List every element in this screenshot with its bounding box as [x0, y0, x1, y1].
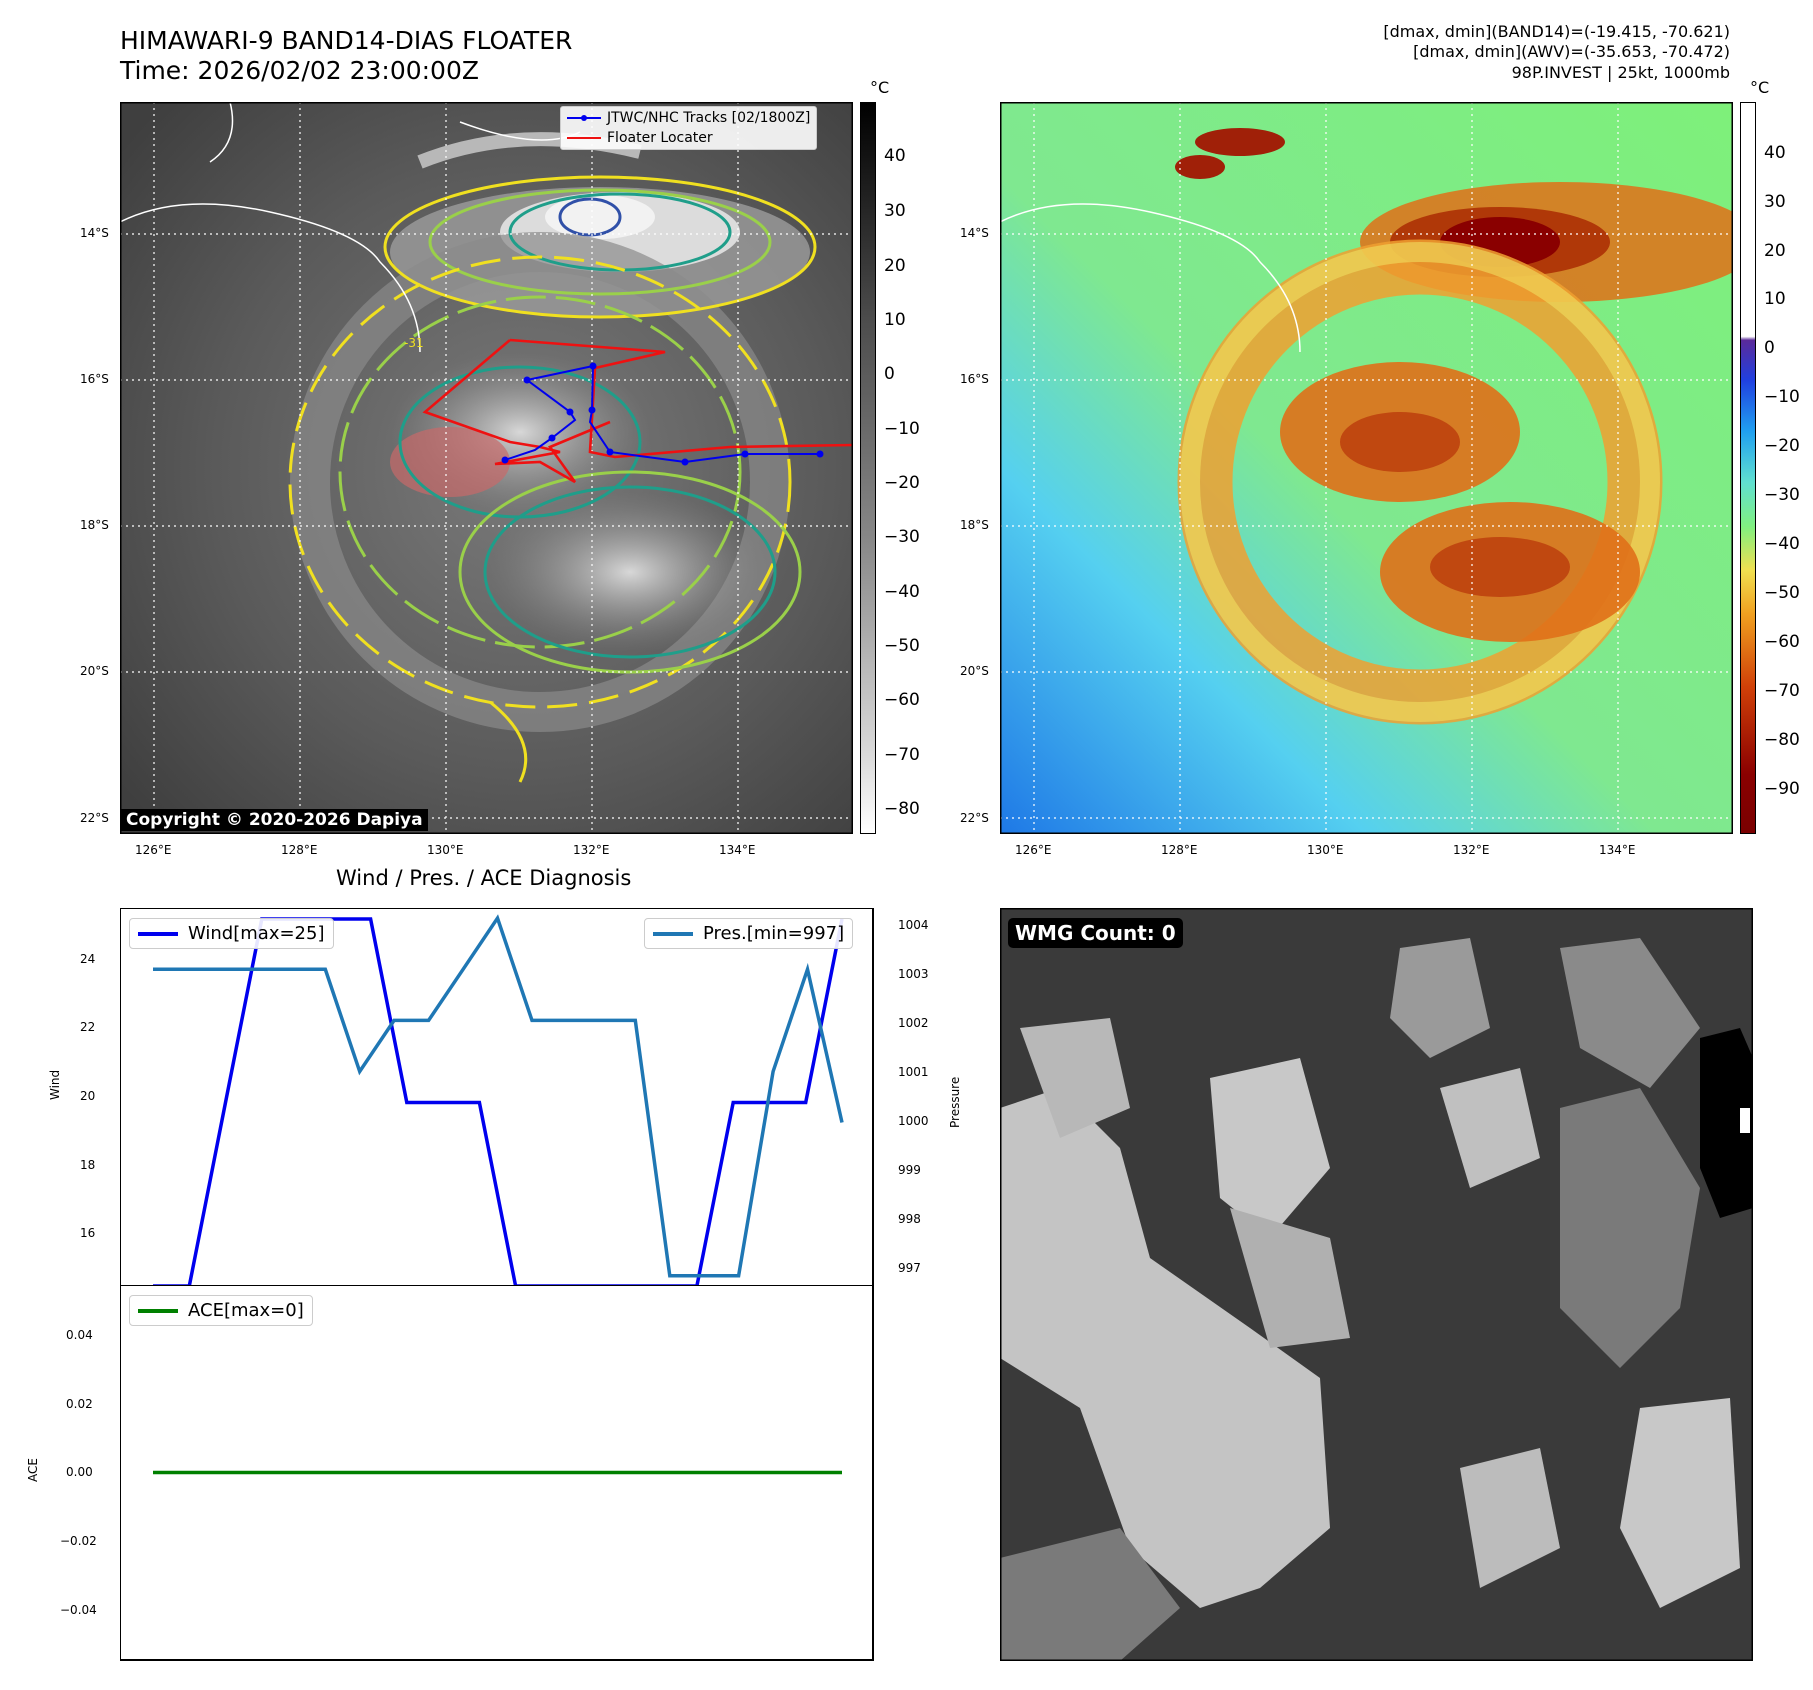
ir-colorbar-ticks: 40 30 20 10 0 −10 −20 −30 −40 −50 −60 −7…	[884, 146, 920, 819]
legend-entry-floater: Floater Locater	[567, 130, 713, 146]
ace-axis-label: ACE	[26, 1458, 40, 1482]
awv-lat-16s: 16°S	[960, 372, 989, 386]
awv-lon-134e: 134°E	[1599, 843, 1636, 857]
wind-pressure-chart	[120, 908, 874, 1286]
ir-lat-18s: 18°S	[80, 518, 109, 532]
wind-tick-24: 24	[80, 952, 96, 966]
ir-lon-126e: 126°E	[135, 843, 172, 857]
wind-axis-label: Wind	[48, 1069, 62, 1100]
pres-tick-997: 997	[898, 1261, 921, 1275]
ace-chart-frame	[120, 1285, 874, 1661]
figure-title: HIMAWARI-9 BAND14-DIAS FLOATER	[120, 26, 573, 55]
ir-lat-14s: 14°S	[80, 226, 109, 240]
awv-colorbar	[1740, 102, 1756, 834]
wmg-count-label: WMG Count: 0	[1008, 918, 1183, 948]
ir-lon-132e: 132°E	[573, 843, 610, 857]
awv-colorbar-unit: °C	[1750, 78, 1770, 97]
info-storm: 98P.INVEST | 25kt, 1000mb	[1511, 63, 1730, 82]
pres-tick-998: 998	[898, 1212, 921, 1226]
ir-lat-16s: 16°S	[80, 372, 109, 386]
awv-colorbar-ticks: 40 30 20 10 0 −10 −20 −30 −40 −50 −60 −7…	[1764, 143, 1800, 799]
wind-tick-16: 16	[80, 1226, 96, 1240]
ace-legend-swatch	[138, 1308, 178, 1313]
ir-satellite-image	[120, 102, 853, 834]
contour-label: -31	[404, 336, 424, 350]
legend-entry-tracks: JTWC/NHC Tracks [02/1800Z]	[567, 110, 810, 126]
ir-lat-20s: 20°S	[80, 664, 109, 678]
figure-time: Time: 2026/02/02 23:00:00Z	[120, 56, 479, 85]
pres-axis-label: Pressure	[948, 1076, 962, 1128]
wind-tick-22: 22	[80, 1020, 96, 1034]
wind-legend: Wind[max=25]	[129, 918, 334, 949]
ace-tick-000: 0.00	[66, 1465, 93, 1479]
pres-tick-999: 999	[898, 1163, 921, 1177]
ace-legend: ACE[max=0]	[129, 1295, 313, 1326]
pres-tick-1003: 1003	[898, 967, 929, 981]
awv-lat-22s: 22°S	[960, 811, 989, 825]
awv-lon-128e: 128°E	[1161, 843, 1198, 857]
ir-lon-128e: 128°E	[281, 843, 318, 857]
pres-tick-1002: 1002	[898, 1016, 929, 1030]
ir-lon-134e: 134°E	[719, 843, 756, 857]
info-awv: [dmax, dmin](AWV)=(-35.653, -70.472)	[1413, 42, 1730, 61]
ace-chart	[120, 1285, 874, 1661]
ir-legend: JTWC/NHC Tracks [02/1800Z] Floater Locat…	[560, 106, 818, 150]
ace-tick-m002: −0.02	[60, 1534, 97, 1548]
copyright-label: Copyright © 2020-2026 Dapiya	[121, 809, 428, 831]
diagnosis-title: Wind / Pres. / ACE Diagnosis	[336, 866, 632, 890]
ace-tick-004: 0.04	[66, 1328, 93, 1342]
awv-lat-18s: 18°S	[960, 518, 989, 532]
pres-legend-swatch	[653, 931, 693, 936]
pres-tick-1000: 1000	[898, 1114, 929, 1128]
awv-lon-132e: 132°E	[1453, 843, 1490, 857]
wind-tick-18: 18	[80, 1158, 96, 1172]
pres-tick-1001: 1001	[898, 1065, 929, 1079]
awv-lat-20s: 20°S	[960, 664, 989, 678]
awv-lat-14s: 14°S	[960, 226, 989, 240]
awv-lon-126e: 126°E	[1015, 843, 1052, 857]
pressure-series-line	[153, 914, 844, 1278]
wind-tick-20: 20	[80, 1089, 96, 1103]
jtwc-track	[501, 362, 824, 466]
info-band14: [dmax, dmin](BAND14)=(-19.415, -70.621)	[1383, 22, 1730, 41]
ir-colorbar	[860, 102, 876, 834]
ace-tick-m004: −0.04	[60, 1603, 97, 1617]
wind-series-line	[153, 917, 844, 1286]
wmg-image	[1000, 908, 1753, 1661]
wind-legend-swatch	[138, 931, 178, 936]
pres-legend: Pres.[min=997]	[644, 918, 854, 949]
ir-colorbar-unit: °C	[870, 78, 890, 97]
wind-chart-frame	[120, 908, 874, 1286]
floater-locater-line	[422, 338, 853, 484]
ir-lon-130e: 130°E	[427, 843, 464, 857]
pres-tick-1004: 1004	[898, 918, 929, 932]
ace-tick-002: 0.02	[66, 1397, 93, 1411]
awv-satellite-image	[1000, 102, 1733, 834]
awv-lon-130e: 130°E	[1307, 843, 1344, 857]
ir-lat-22s: 22°S	[80, 811, 109, 825]
